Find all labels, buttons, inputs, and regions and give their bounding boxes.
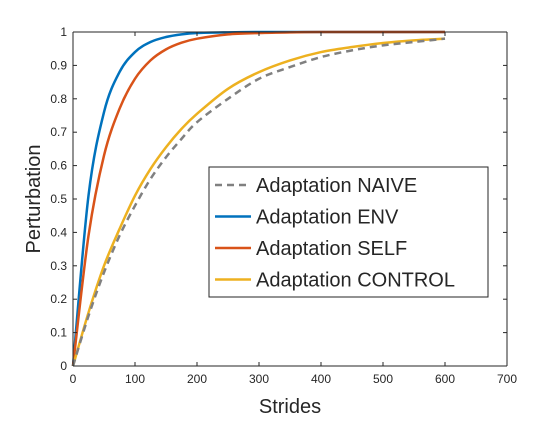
legend-box xyxy=(208,166,489,298)
x-tick-label: 500 xyxy=(373,372,393,386)
legend-label-adaptation-self: Adaptation SELF xyxy=(256,238,407,260)
legend-label-adaptation-env: Adaptation ENV xyxy=(256,207,399,229)
y-tick-label: 0 xyxy=(60,359,67,373)
x-tick-label: 600 xyxy=(435,372,455,386)
y-tick-label: 0.2 xyxy=(50,292,67,306)
x-tick-label: 200 xyxy=(187,372,207,386)
y-tick-label: 1 xyxy=(60,25,67,39)
legend: Adaptation NAIVE Adaptation ENV Adaptation… xyxy=(208,166,489,298)
x-tick-label: 0 xyxy=(70,372,77,386)
series-line-adaptation-control xyxy=(71,37,446,367)
legend-label-adaptation-naive: Adaptation NAIVE xyxy=(256,175,417,197)
axes-layer: 0 100 200 300 400 500 600 700 0 0.1 0.2 0.3 0.4 0.5 0.… xyxy=(50,25,517,386)
x-tick-label: 700 xyxy=(497,372,517,386)
x-tick-label: 100 xyxy=(125,372,145,386)
y-axis-label: Perturbation xyxy=(23,145,45,254)
y-tick-label: 0.3 xyxy=(50,259,67,273)
y-tick-label: 0.6 xyxy=(50,159,67,173)
series-line-adaptation-naive xyxy=(71,37,446,367)
y-tick-label: 0.5 xyxy=(50,192,67,206)
y-tick-label: 0.8 xyxy=(50,92,67,106)
x-tick-label: 400 xyxy=(311,372,331,386)
y-tick-label: 0.1 xyxy=(50,326,67,340)
y-tick-label: 0.7 xyxy=(50,125,67,139)
y-tick-label: 0.4 xyxy=(50,225,67,239)
x-axis-label: Strides xyxy=(259,396,321,418)
legend-label-adaptation-control: Adaptation CONTROL xyxy=(256,270,455,292)
x-tick-label: 300 xyxy=(249,372,269,386)
y-tick-label: 0.9 xyxy=(50,58,67,72)
